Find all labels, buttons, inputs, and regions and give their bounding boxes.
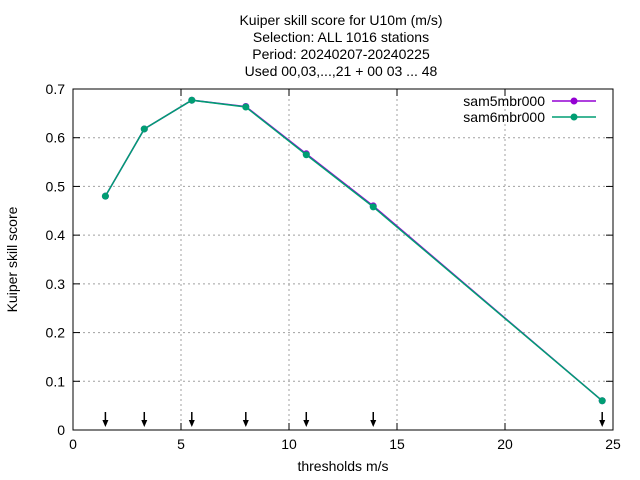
plot-frame xyxy=(72,88,614,431)
x-tick-label: 0 xyxy=(69,436,77,452)
data-point-sam6mbr000 xyxy=(140,125,148,133)
x-tick-label: 25 xyxy=(605,436,621,452)
x-tick-label: 20 xyxy=(497,436,513,452)
title-line-1: Kuiper skill score for U10m (m/s) xyxy=(239,12,442,28)
threshold-arrowhead xyxy=(141,420,148,427)
legend-marker-sam6mbr000 xyxy=(570,113,578,121)
title-line-3: Period: 20240207-20240225 xyxy=(252,46,430,62)
y-tick-label: 0.7 xyxy=(46,81,66,97)
legend-marker-sam5mbr000 xyxy=(570,97,578,105)
y-tick-label: 0.6 xyxy=(46,130,66,146)
x-axis-label: thresholds m/s xyxy=(297,458,388,474)
title-line-2: Selection: ALL 1016 stations xyxy=(253,29,429,45)
threshold-arrowhead xyxy=(188,420,195,427)
series-line-sam6mbr000 xyxy=(104,99,603,402)
series-line-sam5mbr000 xyxy=(104,99,603,402)
axis-ticks: 0 0.1 0.2 0.3 0.4 0.5 0.6 0.7 0 5 10 15 20 25 xyxy=(46,81,621,452)
data-point-sam6mbr000 xyxy=(369,203,377,211)
y-tick-label: 0 xyxy=(57,422,65,438)
title-line-4: Used 00,03,...,21 + 00 03 ... 48 xyxy=(245,63,438,79)
x-tick-label: 10 xyxy=(281,436,297,452)
data-point-sam6mbr000 xyxy=(101,192,109,200)
threshold-arrows xyxy=(102,412,606,427)
y-tick-label: 0.5 xyxy=(46,178,66,194)
x-tick-label: 15 xyxy=(389,436,405,452)
y-tick-label: 0.3 xyxy=(46,276,66,292)
chart-title: Kuiper skill score for U10m (m/s) Select… xyxy=(239,12,442,79)
data-point-sam6mbr000 xyxy=(598,397,606,405)
threshold-arrowhead xyxy=(303,420,310,427)
data-point-sam6mbr000 xyxy=(188,96,196,104)
threshold-arrowhead xyxy=(102,420,109,427)
y-axis-label: Kuiper skill score xyxy=(4,206,20,312)
y-tick-label: 0.2 xyxy=(46,325,66,341)
y-tick-label: 0.1 xyxy=(46,373,66,389)
legend-label-sam5mbr000: sam5mbr000 xyxy=(463,93,545,109)
legend-label-sam6mbr000: sam6mbr000 xyxy=(463,109,545,125)
grid xyxy=(73,89,613,430)
threshold-arrowhead xyxy=(370,420,377,427)
data-point-sam6mbr000 xyxy=(302,151,310,159)
threshold-arrowhead xyxy=(242,420,249,427)
y-tick-label: 0.4 xyxy=(46,227,66,243)
data-point-sam6mbr000 xyxy=(242,103,250,111)
threshold-arrowhead xyxy=(599,420,606,427)
series-layer xyxy=(101,96,606,405)
x-tick-label: 5 xyxy=(177,436,185,452)
